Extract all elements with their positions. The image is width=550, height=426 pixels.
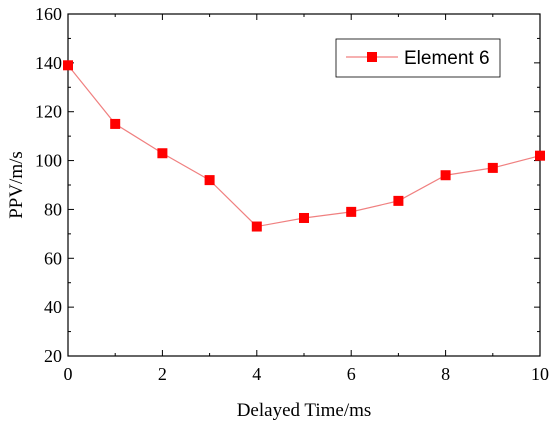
x-tick-label: 6 [347,364,356,384]
data-point [251,221,262,232]
series-line [67,64,541,228]
legend: Element 6 [335,38,501,78]
data-point [346,206,357,217]
data-point [63,60,73,71]
axis-ticks: 0 2 4 6 8 10 20 40 60 80 100 120 140 160 [35,4,549,384]
y-tick-label: 20 [44,346,62,366]
y-tick-label: 120 [35,102,62,122]
data-point [299,212,309,223]
y-tick-label: 100 [35,151,62,171]
data-point [440,170,451,181]
data-point [157,148,168,159]
series-marker-layer [63,60,545,232]
x-axis-title: Delayed Time/ms [237,400,372,421]
data-point [487,162,498,173]
x-tick-label: 10 [531,364,549,384]
x-tick-label: 4 [252,364,261,384]
x-tick-label: 2 [158,364,167,384]
data-point [110,118,121,129]
y-axis-title: PPV/m/s [6,151,27,219]
data-point [393,195,404,206]
series-line-layer [67,64,541,228]
y-tick-label: 140 [35,53,62,73]
y-tick-label: 40 [44,297,62,317]
x-tick-label: 0 [64,364,73,384]
legend-label: Element 6 [404,48,490,69]
data-point [204,175,215,186]
y-tick-label: 60 [44,248,62,268]
x-tick-label: 8 [441,364,450,384]
data-point [535,150,545,161]
y-tick-label: 80 [44,199,62,219]
legend-box [335,38,501,78]
y-tick-label: 160 [35,4,62,24]
legend-marker-sample [367,52,377,62]
